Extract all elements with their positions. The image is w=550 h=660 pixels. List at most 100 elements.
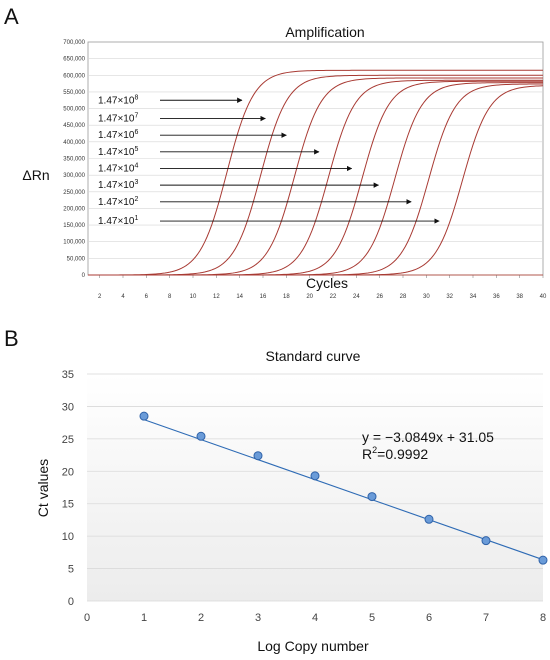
amp-y-tick-label: 150,000 (63, 223, 85, 229)
amp-curve-1 (88, 69, 543, 276)
amp-annotation-label: 1.47×105 (98, 146, 138, 158)
amp-annotation-exponent: 5 (134, 146, 138, 153)
std-point-7 (481, 536, 491, 546)
amplification-ylabel: ΔRn (22, 167, 49, 183)
amp-y-tick-label: 600,000 (63, 73, 85, 79)
amp-x-tick-label: 32 (446, 294, 453, 300)
amp-y-tick-label: 550,000 (63, 90, 85, 96)
amp-y-tick-label: 0 (82, 273, 86, 279)
std-point-2 (196, 431, 206, 441)
amp-x-tick-label: 14 (236, 294, 243, 300)
amp-x-tick-label: 20 (306, 294, 313, 300)
amp-x-tick-label: 40 (540, 294, 547, 300)
amp-annotation-base: 1.47×10 (98, 216, 135, 227)
amp-annotation-label: 1.47×104 (98, 162, 138, 174)
amp-x-tick-label: 30 (423, 294, 430, 300)
std-x-tick-label: 0 (84, 612, 90, 624)
amp-annotation-label: 1.47×101 (98, 215, 138, 227)
amp-annotation-base: 1.47×10 (98, 163, 135, 174)
standard-curve-plot: 0 5 10 15 20 25 30 35 0 1 2 3 4 5 6 7 8 (62, 369, 548, 624)
amp-y-tick-label: 500,000 (63, 107, 85, 113)
amp-curve-8 (88, 85, 544, 276)
amp-annotation-exponent: 7 (134, 113, 138, 120)
standard-curve-xlabel: Log Copy number (257, 638, 369, 654)
amp-x-tick-label: 38 (516, 294, 523, 300)
standard-curve-ylabel: Ct values (35, 459, 51, 517)
amp-y-tick-label: 450,000 (63, 123, 85, 129)
amp-x-tick-label: 22 (330, 294, 337, 300)
amp-annotation-exponent: 3 (134, 179, 138, 186)
std-point-6 (424, 514, 434, 524)
std-point-5 (367, 492, 377, 502)
amplification-plot: 0 50,000 100,000 150,000 200,000 250,000 300,0… (63, 40, 547, 300)
amp-x-tick-label: 12 (213, 294, 220, 300)
amp-y-tick-label: 50,000 (67, 256, 86, 262)
std-y-tick-label: 25 (62, 434, 74, 446)
std-trendline (143, 419, 544, 561)
std-y-tick-label: 0 (68, 596, 74, 608)
std-x-tick-label: 4 (312, 612, 318, 624)
standard-curve-r2: R2=0.9992 (362, 445, 428, 462)
amp-x-tick-label: 36 (493, 294, 500, 300)
std-x-tick-label: 6 (426, 612, 432, 624)
amp-y-tick-label: 100,000 (63, 240, 85, 246)
amp-x-tick-label: 16 (260, 294, 267, 300)
amp-annotation-exponent: 6 (134, 129, 138, 136)
amp-annotation-base: 1.47×10 (98, 130, 135, 141)
r2-exponent: 2 (372, 445, 377, 455)
amp-y-tick-label: 650,000 (63, 57, 85, 63)
amp-annotation-exponent: 4 (134, 162, 138, 169)
std-y-tick-label: 5 (68, 564, 74, 576)
amp-x-tick-label: 4 (121, 294, 125, 300)
amplification-xlabel: Cycles (306, 275, 348, 291)
amp-y-tick-label: 350,000 (63, 157, 85, 163)
amp-x-tick-label: 24 (353, 294, 360, 300)
amp-annotation-base: 1.47×10 (98, 114, 135, 125)
amp-x-tick-label: 6 (145, 294, 149, 300)
std-y-tick-label: 30 (62, 401, 74, 413)
std-x-tick-label: 5 (369, 612, 375, 624)
amp-y-tick-label: 250,000 (63, 190, 85, 196)
std-x-tick-label: 8 (540, 612, 546, 624)
std-point-8 (538, 555, 548, 565)
standard-curve-equation: y = −3.0849x + 31.05 (362, 429, 494, 445)
std-x-tick-label: 1 (141, 612, 147, 624)
amp-annotation-base: 1.47×10 (98, 147, 135, 158)
amp-annotation-exponent: 8 (134, 94, 138, 101)
standard-curve-title: Standard curve (266, 348, 361, 364)
std-y-tick-label: 10 (62, 531, 74, 543)
std-y-tick-label: 35 (62, 369, 74, 381)
std-point-1 (139, 411, 149, 421)
panel-letter-b: B (4, 326, 19, 351)
amp-annotation-base: 1.47×10 (98, 180, 135, 191)
std-point-3 (253, 451, 263, 461)
amp-x-tick-label: 2 (98, 294, 102, 300)
amp-annotation-base: 1.47×10 (98, 197, 135, 208)
std-point-4 (310, 471, 320, 481)
amp-y-tick-label: 300,000 (63, 173, 85, 179)
amp-x-tick-label: 10 (190, 294, 197, 300)
amp-x-tick-label: 28 (400, 294, 407, 300)
amp-annotation-base: 1.47×10 (98, 95, 135, 106)
amp-annotation-label: 1.47×108 (98, 94, 138, 106)
amp-annotation-label: 1.47×106 (98, 129, 138, 141)
std-x-tick-label: 2 (198, 612, 204, 624)
amp-y-tick-label: 400,000 (63, 140, 85, 146)
amp-annotation-label: 1.47×103 (98, 179, 138, 191)
amp-y-tick-label: 700,000 (63, 40, 85, 46)
r2-value: =0.9992 (377, 446, 428, 462)
amp-x-tick-label: 18 (283, 294, 290, 300)
amp-y-tick-label: 200,000 (63, 206, 85, 212)
std-x-tick-label: 7 (483, 612, 489, 624)
amplification-title: Amplification (285, 24, 364, 40)
amp-annotation-label: 1.47×107 (98, 113, 138, 125)
amp-x-tick-label: 26 (376, 294, 383, 300)
amp-annotation-exponent: 2 (134, 196, 138, 203)
amp-x-tick-label: 8 (168, 294, 172, 300)
r2-prefix: R (362, 446, 372, 462)
std-y-tick-label: 15 (62, 499, 74, 511)
std-x-tick-label: 3 (255, 612, 261, 624)
amp-annotation-exponent: 1 (134, 215, 138, 222)
std-y-tick-label: 20 (62, 466, 74, 478)
